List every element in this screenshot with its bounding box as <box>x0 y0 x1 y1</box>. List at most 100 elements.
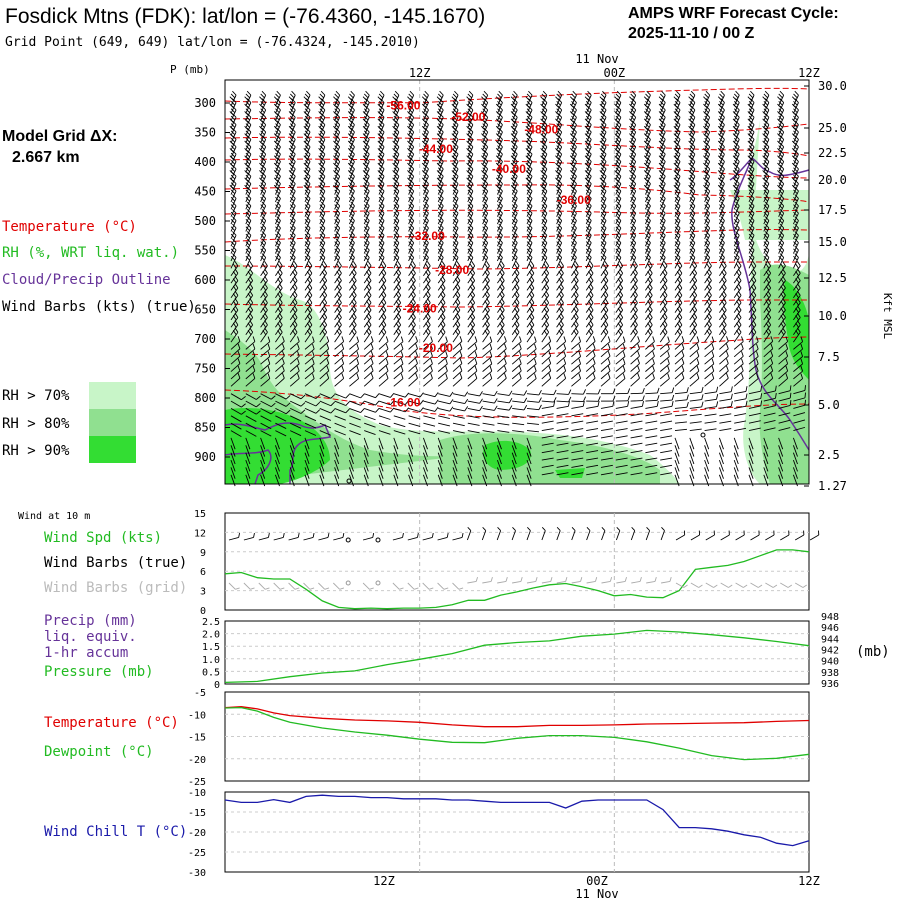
wind-barb-flag <box>392 96 397 101</box>
wind-barb-flag <box>497 101 502 106</box>
wind-barb-flag <box>778 93 783 99</box>
wind-barb <box>347 98 355 114</box>
forecast-cycle-label: AMPS WRF Forecast Cycle: <box>628 5 839 22</box>
temperature-contour-line <box>224 389 810 418</box>
wind-barb-flag <box>542 98 548 103</box>
wind-barb <box>569 98 577 114</box>
wind-barb-flag <box>245 101 250 106</box>
wind-barb <box>348 253 355 269</box>
wind-barb-flag <box>616 98 622 103</box>
wind-barb-flag <box>658 96 664 101</box>
wind-barb-flag <box>273 96 279 101</box>
wind-barb-flag <box>779 90 784 96</box>
wind-barb-flag <box>481 96 486 101</box>
rh-key-80: RH > 80% <box>2 416 70 432</box>
wind-barb <box>421 98 429 114</box>
wind-barb <box>643 98 651 114</box>
wind-barb <box>704 253 711 269</box>
rh-swatch-70 <box>89 382 136 409</box>
wind-barb-flag <box>602 98 607 103</box>
wind-barb-flag <box>585 101 591 106</box>
wind-barb-flag <box>661 98 666 103</box>
wind-barb-flag <box>673 103 678 109</box>
wind-barb <box>229 98 237 114</box>
wind-barb <box>259 98 267 114</box>
rh-key-70: RH > 70% <box>2 388 70 404</box>
wind-barb-flag <box>777 103 782 109</box>
wind-barb <box>703 98 711 114</box>
wind-barb-flag <box>646 90 651 96</box>
wind-barb <box>333 98 341 114</box>
wind-barb-flag <box>510 103 516 109</box>
wind-barb <box>407 98 415 114</box>
wind-barb <box>451 90 459 107</box>
wind-barb-flag <box>436 96 442 101</box>
wind-barb-flag <box>303 96 308 101</box>
wind-barb-flag <box>572 90 577 96</box>
wind-barb-flag <box>555 96 560 101</box>
wind-barb-flag <box>705 90 710 96</box>
wind-barb-flag <box>424 98 429 103</box>
wind-barb-flag <box>466 103 471 109</box>
wind-barb <box>674 253 681 269</box>
wind-barb <box>688 98 696 114</box>
wind-barb-flag <box>230 93 236 99</box>
wind-barb-flag <box>690 90 696 96</box>
wind-barb-flag <box>229 96 234 101</box>
wind-barb-flag <box>378 93 384 99</box>
wind-barb <box>273 98 281 114</box>
wind-barb <box>362 98 370 114</box>
wind-barb-flag <box>259 103 264 109</box>
wind-barb <box>392 98 400 114</box>
wind-barb-flag <box>244 103 249 109</box>
wind-barb <box>658 98 666 114</box>
wind-barb-flag <box>791 96 797 101</box>
wind-barb-flag <box>747 103 752 109</box>
wind-barb <box>525 90 533 107</box>
wind-barb <box>614 90 622 107</box>
wind-barb <box>689 253 696 269</box>
wind-barb-flag <box>794 90 799 96</box>
wind-barb-flag <box>556 101 561 106</box>
wind-barb-flag <box>511 101 517 106</box>
wind-barb-flag <box>436 103 442 109</box>
wind-barb-flag <box>495 96 501 101</box>
wind-barb <box>466 90 474 107</box>
wind-barb-flag <box>363 101 369 106</box>
wind-barb-flag <box>542 90 548 96</box>
wind-barb-flag <box>526 93 532 99</box>
wind-barb-flag <box>720 98 725 103</box>
wind-barb-flag <box>555 103 560 109</box>
temperature-contour-line <box>224 261 809 270</box>
wind-barb-flag <box>320 90 326 96</box>
wind-barb-flag <box>793 93 798 99</box>
wind-barb-flag <box>629 96 634 101</box>
wind-barb <box>555 90 563 107</box>
wind-barb-flag <box>674 93 680 99</box>
wind-barb-flag <box>528 90 533 96</box>
wind-barb-flag <box>557 98 562 103</box>
wind-barb-flag <box>659 93 665 99</box>
wind-barb-flag <box>232 90 237 96</box>
wind-barb-flag <box>616 90 622 96</box>
wind-barb-flag <box>349 101 354 106</box>
wind-barb-flag <box>318 103 323 109</box>
wind-barb-flag <box>350 98 355 103</box>
wind-barb <box>541 253 548 269</box>
wind-barb <box>495 98 503 114</box>
rh-swatch-80 <box>89 409 136 436</box>
wind-barb-flag <box>600 93 606 99</box>
wind-barb-flag <box>380 98 385 103</box>
wind-barb-flag <box>705 98 710 103</box>
wind-barb-flag <box>244 96 249 101</box>
wind-barb-flag <box>334 101 339 106</box>
wind-barb-flag <box>347 103 353 109</box>
wind-barb-flag <box>407 96 412 101</box>
wind-barb <box>436 90 444 107</box>
wind-barb-flag <box>526 101 532 106</box>
wind-barb-flag <box>335 98 340 103</box>
temperature-contour-line <box>224 117 810 133</box>
wind-barb <box>511 253 518 269</box>
wind-barb-flag <box>318 96 323 101</box>
wind-barb-flag <box>245 93 250 99</box>
